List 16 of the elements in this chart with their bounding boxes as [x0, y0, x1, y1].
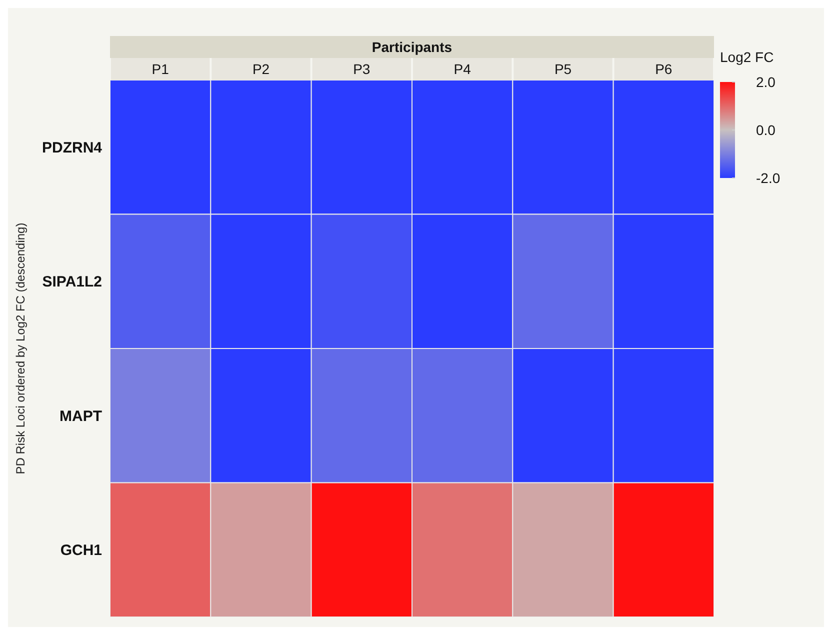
y-tick-label: SIPA1L2 — [42, 274, 102, 291]
y-axis-title: PD Risk Loci ordered by Log2 FC (descending) — [13, 222, 28, 474]
color-bar-label: -2.0 — [756, 170, 780, 186]
color-bar-label: 2.0 — [756, 74, 776, 90]
x-axis-title: Participants — [372, 38, 452, 55]
x-tick-label: P4 — [454, 60, 472, 77]
x-tick-label: P6 — [655, 60, 672, 77]
y-tick-label: MAPT — [60, 408, 102, 425]
color-bar-label: 0.0 — [756, 122, 776, 138]
x-tick-label: P5 — [554, 60, 572, 77]
x-tick-label: P1 — [152, 60, 170, 77]
x-tick-label: P3 — [353, 60, 370, 77]
y-tick-label: PDZRN4 — [42, 139, 103, 156]
x-tick-label: P2 — [252, 60, 270, 77]
color-bar-title: Log2 FC — [720, 49, 774, 65]
y-tick-label: GCH1 — [60, 542, 102, 560]
